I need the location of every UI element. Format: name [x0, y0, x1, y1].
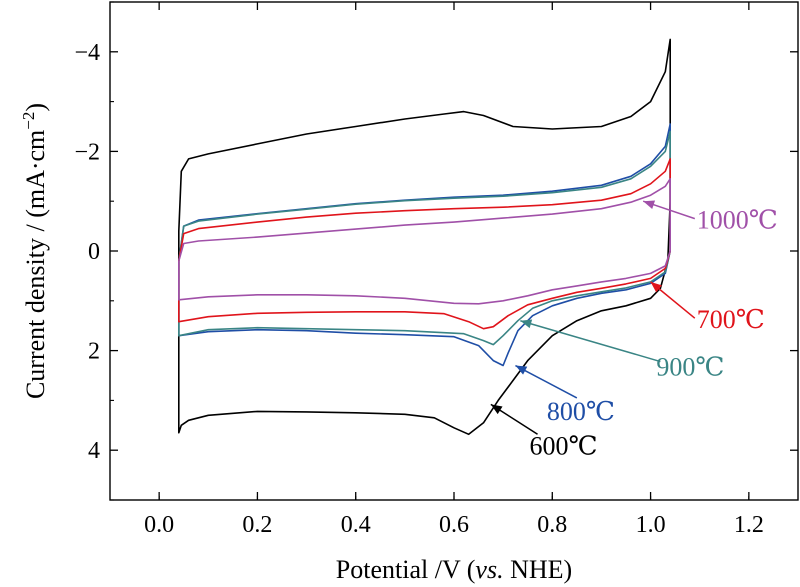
x-tick-label: 0.8: [537, 512, 567, 538]
x-tick-label: 0.2: [242, 512, 272, 538]
x-tick-label: 0.4: [341, 512, 371, 538]
axis-ticks: 0.0 0.2 0.4 0.6 0.8 1.0 1.2 −4 −2 0 2 4: [74, 1, 798, 538]
x-tick-label: 1.2: [734, 512, 764, 538]
series-label-3: 800℃: [547, 397, 615, 426]
x-tick-label: 0.0: [144, 512, 174, 538]
annotation-arrow-head: [520, 319, 533, 329]
series-label-4: 600℃: [530, 431, 598, 460]
series-label-1: 700℃: [697, 305, 765, 334]
y-tick-label: −4: [74, 40, 100, 66]
plot-frame: [109, 1, 799, 501]
annotation-arrow-head: [490, 404, 503, 415]
y-tick-label: 0: [88, 239, 100, 265]
y-tick-label: 2: [88, 339, 100, 365]
x-axis-title: Potential /V (vs. NHE): [336, 555, 572, 584]
series-line-3: [178, 158, 671, 330]
series-line-0: [178, 38, 671, 436]
series-line-1: [178, 123, 671, 367]
annotation-arrow-line: [520, 319, 661, 363]
series-line-4: [178, 178, 671, 305]
y-tick-label: 4: [88, 438, 100, 464]
y-axis-title: Current density / (mA·cm−2): [19, 103, 50, 399]
annotation-arrow-line: [515, 364, 578, 399]
annotation-group: 1000℃ 700℃ 900℃ 800℃ 600℃: [490, 200, 778, 460]
y-tick-label: −2: [74, 139, 100, 165]
annotation-arrow-head: [643, 200, 656, 209]
series-group: [178, 38, 671, 436]
series-label-0: 1000℃: [697, 206, 778, 235]
annotation-arrow-head: [650, 281, 662, 293]
x-tick-label: 0.6: [439, 512, 469, 538]
x-tick-label: 1.0: [636, 512, 666, 538]
series-label-2: 900℃: [656, 353, 724, 382]
annotation-arrow-head: [515, 365, 528, 375]
